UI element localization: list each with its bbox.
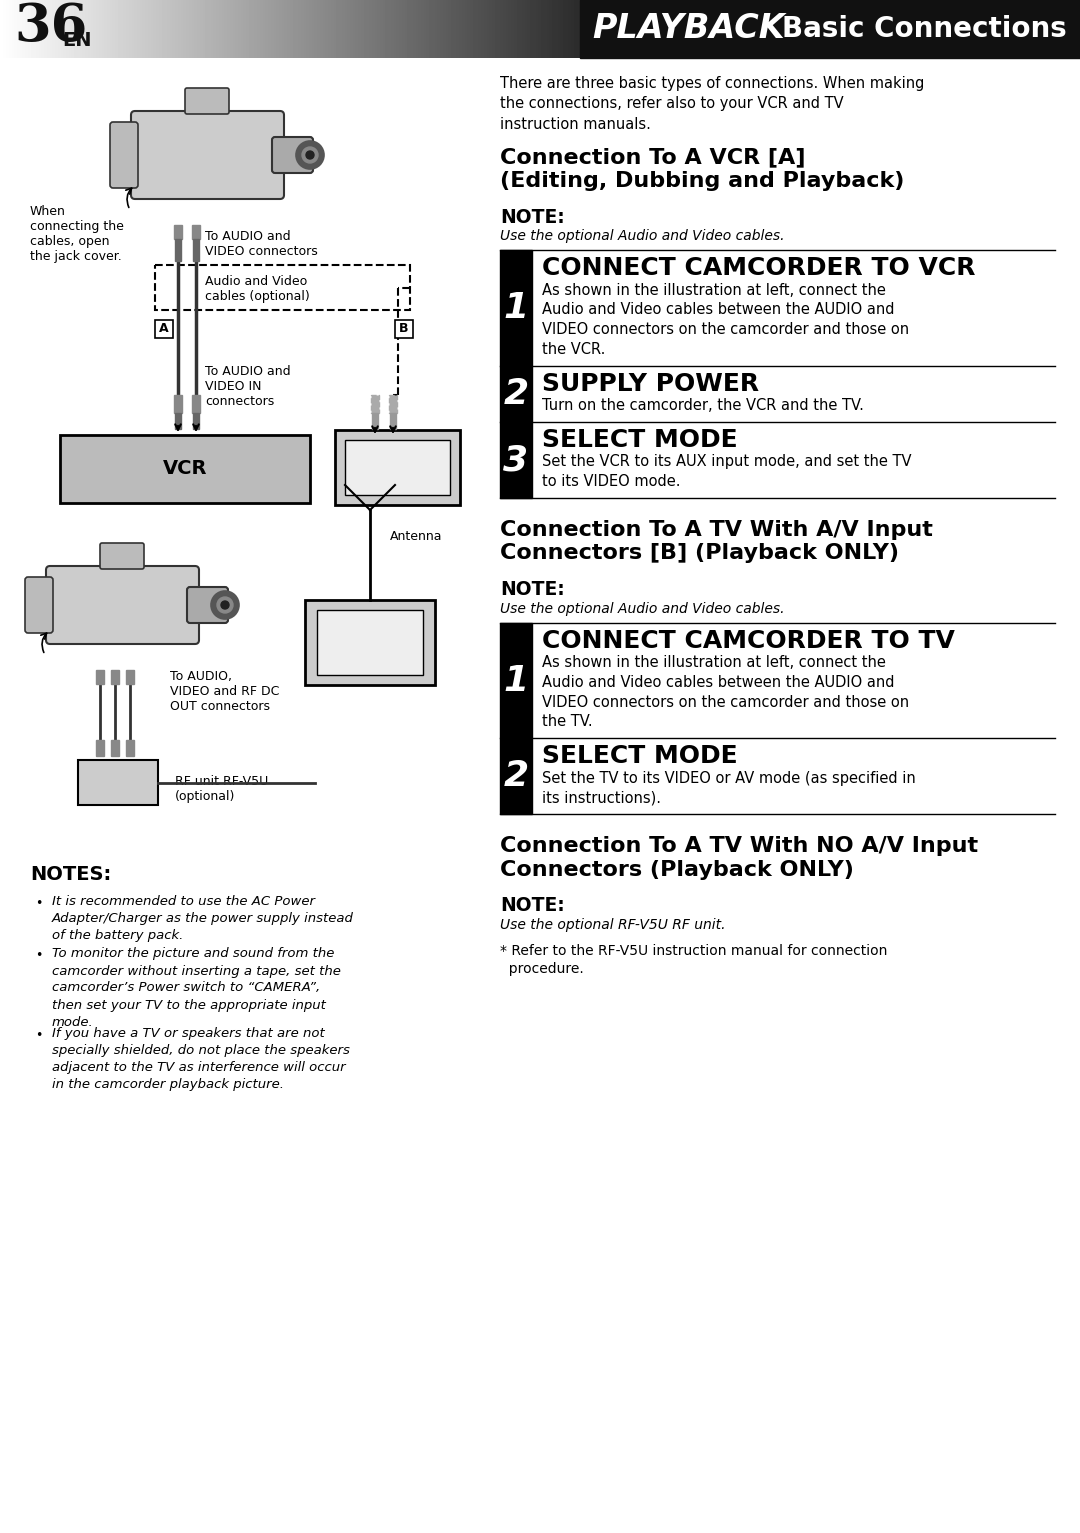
Text: CONNECT CAMCORDER TO TV: CONNECT CAMCORDER TO TV xyxy=(542,629,955,653)
Text: It is recommended to use the AC Power
Adapter/Charger as the power supply instea: It is recommended to use the AC Power Ad… xyxy=(52,895,354,941)
Text: NOTE:: NOTE: xyxy=(500,897,565,915)
Text: To AUDIO,
VIDEO and RF DC
OUT connectors: To AUDIO, VIDEO and RF DC OUT connectors xyxy=(170,670,280,713)
Bar xyxy=(580,0,1080,58)
Bar xyxy=(335,429,460,504)
Text: 1: 1 xyxy=(503,664,528,698)
Text: Use the optional Audio and Video cables.: Use the optional Audio and Video cables. xyxy=(500,601,784,616)
Bar xyxy=(156,265,410,310)
Bar xyxy=(390,412,396,429)
Circle shape xyxy=(302,147,318,162)
Bar xyxy=(372,396,379,412)
Text: •: • xyxy=(35,949,42,963)
FancyBboxPatch shape xyxy=(100,543,144,569)
Text: To monitor the picture and sound from the
camcorder without inserting a tape, se: To monitor the picture and sound from th… xyxy=(52,947,341,1029)
Bar xyxy=(78,760,158,805)
Bar xyxy=(372,412,378,429)
Bar xyxy=(305,599,435,685)
Circle shape xyxy=(221,601,229,609)
Bar xyxy=(193,239,199,261)
Text: 36: 36 xyxy=(14,2,87,52)
Text: Use the optional RF-V5U RF unit.: Use the optional RF-V5U RF unit. xyxy=(500,918,726,932)
Text: 1: 1 xyxy=(503,291,528,325)
Bar xyxy=(389,396,397,412)
FancyBboxPatch shape xyxy=(110,123,138,189)
Bar xyxy=(174,225,183,239)
Text: Audio and Video
cables (optional): Audio and Video cables (optional) xyxy=(205,274,310,304)
Bar xyxy=(96,740,104,756)
Text: RF unit RF-V5U
(optional): RF unit RF-V5U (optional) xyxy=(175,776,268,803)
Text: * Refer to the RF-V5U instruction manual for connection
  procedure.: * Refer to the RF-V5U instruction manual… xyxy=(500,944,888,977)
Text: 2: 2 xyxy=(503,759,528,794)
Text: SELECT MODE: SELECT MODE xyxy=(542,428,738,452)
Bar xyxy=(500,622,532,814)
Circle shape xyxy=(211,592,239,619)
Text: To AUDIO and
VIDEO IN
connectors: To AUDIO and VIDEO IN connectors xyxy=(205,365,291,408)
Text: A: A xyxy=(159,322,168,336)
Bar xyxy=(111,740,119,756)
FancyBboxPatch shape xyxy=(46,566,199,644)
Text: Turn on the camcorder, the VCR and the TV.: Turn on the camcorder, the VCR and the T… xyxy=(542,399,864,414)
Text: EN: EN xyxy=(62,31,92,51)
Text: Use the optional Audio and Video cables.: Use the optional Audio and Video cables. xyxy=(500,230,784,244)
Bar xyxy=(96,670,104,684)
Bar xyxy=(111,670,119,684)
FancyBboxPatch shape xyxy=(187,587,228,622)
Text: 3: 3 xyxy=(503,443,528,477)
Bar xyxy=(345,440,450,495)
Text: NOTE:: NOTE: xyxy=(500,579,565,599)
Text: Set the TV to its VIDEO or AV mode (as specified in
its instructions).: Set the TV to its VIDEO or AV mode (as s… xyxy=(542,771,916,805)
Text: •: • xyxy=(35,897,42,911)
Bar xyxy=(193,412,199,429)
Bar xyxy=(126,740,134,756)
Bar xyxy=(126,670,134,684)
Text: PLAYBACK: PLAYBACK xyxy=(592,12,785,46)
Text: There are three basic types of connections. When making
the connections, refer a: There are three basic types of connectio… xyxy=(500,77,924,132)
Bar xyxy=(192,225,200,239)
Text: 2: 2 xyxy=(503,377,528,411)
Text: VCR: VCR xyxy=(163,460,207,478)
Text: CONNECT CAMCORDER TO VCR: CONNECT CAMCORDER TO VCR xyxy=(542,256,975,281)
Circle shape xyxy=(306,150,314,159)
Bar xyxy=(395,320,413,337)
FancyBboxPatch shape xyxy=(185,87,229,113)
Bar xyxy=(174,396,183,412)
Text: When
connecting the
cables, open
the jack cover.: When connecting the cables, open the jac… xyxy=(30,205,124,264)
Text: As shown in the illustration at left, connect the
Audio and Video cables between: As shown in the illustration at left, co… xyxy=(542,655,909,730)
Circle shape xyxy=(296,141,324,169)
Circle shape xyxy=(217,596,233,613)
Bar xyxy=(500,250,532,498)
Text: Connection To A TV With A/V Input
Connectors [B] (Playback ONLY): Connection To A TV With A/V Input Connec… xyxy=(500,520,933,563)
Bar xyxy=(192,396,200,412)
FancyBboxPatch shape xyxy=(131,110,284,199)
Bar xyxy=(156,320,173,337)
Text: Connection To A TV With NO A/V Input
Connectors (Playback ONLY): Connection To A TV With NO A/V Input Con… xyxy=(500,837,978,880)
Text: If you have a TV or speakers that are not
specially shielded, do not place the s: If you have a TV or speakers that are no… xyxy=(52,1027,350,1091)
FancyBboxPatch shape xyxy=(25,576,53,633)
Text: •: • xyxy=(35,1029,42,1042)
Text: NOTE:: NOTE: xyxy=(500,207,565,227)
Text: As shown in the illustration at left, connect the
Audio and Video cables between: As shown in the illustration at left, co… xyxy=(542,282,909,357)
Text: NOTES:: NOTES: xyxy=(30,865,111,885)
Text: Basic Connections: Basic Connections xyxy=(782,15,1067,43)
Bar xyxy=(60,435,310,503)
Text: To AUDIO and
VIDEO connectors: To AUDIO and VIDEO connectors xyxy=(205,230,318,258)
Text: B: B xyxy=(400,322,408,336)
FancyBboxPatch shape xyxy=(272,136,313,173)
Bar xyxy=(175,239,181,261)
Text: SUPPLY POWER: SUPPLY POWER xyxy=(542,373,759,396)
Text: SELECT MODE: SELECT MODE xyxy=(542,745,738,768)
Text: Connection To A VCR [A]
(Editing, Dubbing and Playback): Connection To A VCR [A] (Editing, Dubbin… xyxy=(500,147,904,192)
Bar xyxy=(175,412,181,429)
Text: Antenna: Antenna xyxy=(390,530,443,543)
Bar xyxy=(318,610,423,675)
Text: Set the VCR to its AUX input mode, and set the TV
to its VIDEO mode.: Set the VCR to its AUX input mode, and s… xyxy=(542,454,912,489)
